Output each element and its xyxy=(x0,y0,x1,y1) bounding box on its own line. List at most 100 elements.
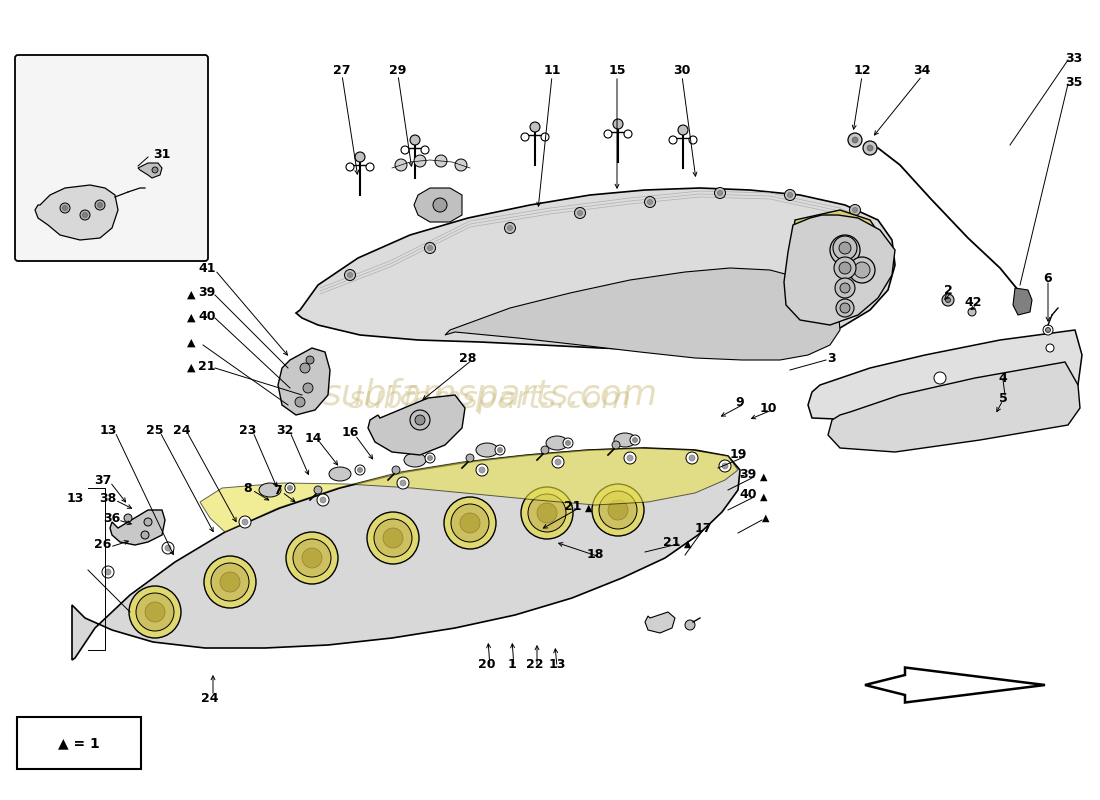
Text: 24: 24 xyxy=(201,691,219,705)
Circle shape xyxy=(239,516,251,528)
Circle shape xyxy=(428,455,432,461)
Circle shape xyxy=(302,383,313,393)
Ellipse shape xyxy=(329,467,351,481)
Circle shape xyxy=(528,494,566,532)
Circle shape xyxy=(302,548,322,568)
Text: 2: 2 xyxy=(944,283,953,297)
Text: ▲: ▲ xyxy=(187,290,195,300)
Circle shape xyxy=(854,262,870,278)
Circle shape xyxy=(295,397,305,407)
Circle shape xyxy=(934,372,946,384)
Text: ▲: ▲ xyxy=(585,503,593,513)
Circle shape xyxy=(541,133,549,141)
Ellipse shape xyxy=(546,436,568,450)
Circle shape xyxy=(839,262,851,274)
Circle shape xyxy=(451,504,490,542)
Polygon shape xyxy=(784,215,895,325)
Circle shape xyxy=(1043,325,1053,335)
Circle shape xyxy=(211,563,249,601)
Circle shape xyxy=(507,226,513,230)
Circle shape xyxy=(495,445,505,455)
Circle shape xyxy=(849,205,860,215)
Circle shape xyxy=(415,415,425,425)
Text: 38: 38 xyxy=(99,491,117,505)
Text: 32: 32 xyxy=(276,423,294,437)
Text: 20: 20 xyxy=(478,658,496,671)
Polygon shape xyxy=(645,612,675,633)
Text: 5: 5 xyxy=(999,391,1008,405)
Text: 40: 40 xyxy=(198,310,216,322)
Text: ▲ = 1: ▲ = 1 xyxy=(58,736,100,750)
Text: 21: 21 xyxy=(564,499,582,513)
Circle shape xyxy=(968,308,976,316)
Circle shape xyxy=(98,202,102,207)
Circle shape xyxy=(162,542,174,554)
Circle shape xyxy=(717,190,723,195)
Circle shape xyxy=(624,130,632,138)
Circle shape xyxy=(600,491,637,529)
Circle shape xyxy=(344,270,355,281)
Circle shape xyxy=(645,197,656,207)
Circle shape xyxy=(425,453,435,463)
Circle shape xyxy=(82,213,88,218)
Circle shape xyxy=(428,246,432,250)
Polygon shape xyxy=(368,395,465,455)
Text: 25: 25 xyxy=(146,423,164,437)
Polygon shape xyxy=(828,362,1080,452)
Circle shape xyxy=(689,455,695,461)
Circle shape xyxy=(285,483,295,493)
Circle shape xyxy=(374,519,412,557)
Text: 10: 10 xyxy=(759,402,777,414)
Circle shape xyxy=(397,477,409,489)
Circle shape xyxy=(612,441,620,449)
Text: 23: 23 xyxy=(240,423,256,437)
Text: ▲: ▲ xyxy=(760,472,768,482)
Circle shape xyxy=(840,283,850,293)
Circle shape xyxy=(719,460,732,472)
Circle shape xyxy=(421,146,429,154)
Circle shape xyxy=(788,193,792,198)
Circle shape xyxy=(478,467,485,473)
Circle shape xyxy=(867,145,873,151)
Circle shape xyxy=(400,480,406,486)
Circle shape xyxy=(460,513,480,533)
Circle shape xyxy=(784,190,795,201)
Text: ▲: ▲ xyxy=(187,338,195,348)
Circle shape xyxy=(608,500,628,520)
Text: 15: 15 xyxy=(608,63,626,77)
Text: 21: 21 xyxy=(663,535,681,549)
Circle shape xyxy=(678,125,688,135)
Circle shape xyxy=(1046,344,1054,352)
Circle shape xyxy=(60,203,70,213)
Circle shape xyxy=(346,163,354,171)
Circle shape xyxy=(395,159,407,171)
Text: 33: 33 xyxy=(1066,51,1082,65)
Text: 13: 13 xyxy=(66,491,84,505)
FancyBboxPatch shape xyxy=(15,55,208,261)
Polygon shape xyxy=(296,188,895,350)
Circle shape xyxy=(383,528,403,548)
Circle shape xyxy=(455,159,468,171)
Text: 9: 9 xyxy=(736,395,745,409)
Circle shape xyxy=(715,187,726,198)
Text: 24: 24 xyxy=(174,423,190,437)
Text: 30: 30 xyxy=(673,63,691,77)
Circle shape xyxy=(849,257,875,283)
Circle shape xyxy=(95,200,104,210)
Circle shape xyxy=(434,155,447,167)
Circle shape xyxy=(834,257,856,279)
Circle shape xyxy=(833,236,857,260)
Text: 40: 40 xyxy=(739,489,757,502)
Text: 31: 31 xyxy=(153,149,170,162)
Polygon shape xyxy=(110,510,165,545)
Circle shape xyxy=(165,545,170,551)
Text: 34: 34 xyxy=(913,63,931,77)
Text: 7: 7 xyxy=(274,483,283,497)
Circle shape xyxy=(630,435,640,445)
Text: 29: 29 xyxy=(389,63,407,77)
Circle shape xyxy=(497,447,503,453)
Circle shape xyxy=(686,452,698,464)
Circle shape xyxy=(722,463,728,469)
Circle shape xyxy=(840,303,850,313)
Circle shape xyxy=(648,199,652,205)
